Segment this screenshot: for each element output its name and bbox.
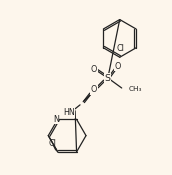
- Text: O: O: [91, 65, 97, 74]
- Text: Cl: Cl: [117, 44, 125, 53]
- Text: O: O: [91, 85, 97, 94]
- Text: N: N: [53, 115, 59, 124]
- Text: Cl: Cl: [49, 138, 57, 148]
- Text: CH₃: CH₃: [129, 86, 142, 92]
- Text: HN: HN: [63, 108, 75, 117]
- Text: O: O: [115, 62, 121, 71]
- Text: N: N: [91, 86, 97, 96]
- Text: S: S: [105, 74, 111, 83]
